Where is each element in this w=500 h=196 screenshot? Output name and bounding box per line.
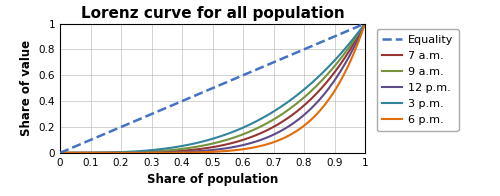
- 12 p.m.: [307, 108, 313, 111]
- 12 p.m.: [204, 149, 210, 152]
- 9 a.m.: [222, 139, 228, 142]
- 6 p.m.: [57, 152, 63, 154]
- 6 p.m.: [238, 148, 244, 151]
- 7 a.m.: [57, 152, 63, 154]
- Line: 3 p.m.: 3 p.m.: [60, 24, 365, 153]
- 9 a.m.: [307, 91, 313, 93]
- Line: 9 a.m.: 9 a.m.: [60, 24, 365, 153]
- 6 p.m.: [202, 151, 208, 153]
- 9 a.m.: [57, 152, 63, 154]
- 12 p.m.: [57, 152, 63, 154]
- 7 a.m.: [238, 139, 244, 142]
- 9 a.m.: [202, 144, 208, 146]
- Equality: [57, 152, 63, 154]
- 3 p.m.: [222, 134, 228, 136]
- 7 a.m.: [307, 99, 313, 101]
- 7 a.m.: [222, 143, 228, 146]
- X-axis label: Share of population: Share of population: [147, 173, 278, 186]
- Line: Equality: Equality: [60, 24, 365, 153]
- Title: Lorenz curve for all population: Lorenz curve for all population: [80, 6, 344, 21]
- 3 p.m.: [57, 152, 63, 154]
- Equality: [202, 90, 208, 93]
- 3 p.m.: [362, 22, 368, 25]
- Equality: [362, 22, 368, 25]
- 7 a.m.: [202, 147, 208, 150]
- 3 p.m.: [202, 140, 208, 142]
- 3 p.m.: [204, 139, 210, 142]
- 6 p.m.: [354, 43, 360, 45]
- 9 a.m.: [238, 134, 244, 136]
- Equality: [204, 90, 210, 92]
- 6 p.m.: [362, 22, 368, 25]
- Line: 7 a.m.: 7 a.m.: [60, 24, 365, 153]
- Legend: Equality, 7 a.m., 9 a.m., 12 p.m., 3 p.m., 6 p.m.: Equality, 7 a.m., 9 a.m., 12 p.m., 3 p.m…: [376, 29, 458, 131]
- Equality: [354, 25, 360, 28]
- 12 p.m.: [202, 150, 208, 152]
- 7 a.m.: [204, 147, 210, 149]
- 6 p.m.: [204, 151, 210, 153]
- Equality: [222, 82, 228, 84]
- 12 p.m.: [222, 147, 228, 150]
- 12 p.m.: [238, 144, 244, 147]
- 9 a.m.: [362, 22, 368, 25]
- 3 p.m.: [307, 83, 313, 86]
- 9 a.m.: [204, 144, 210, 146]
- Y-axis label: Share of value: Share of value: [20, 40, 33, 136]
- 12 p.m.: [362, 22, 368, 25]
- Line: 6 p.m.: 6 p.m.: [60, 24, 365, 153]
- 12 p.m.: [354, 39, 360, 41]
- 6 p.m.: [222, 150, 228, 152]
- 6 p.m.: [307, 120, 313, 122]
- 3 p.m.: [238, 127, 244, 130]
- 7 a.m.: [354, 36, 360, 38]
- Equality: [307, 46, 313, 48]
- Line: 12 p.m.: 12 p.m.: [60, 24, 365, 153]
- Equality: [238, 75, 244, 77]
- 7 a.m.: [362, 22, 368, 25]
- 9 a.m.: [354, 34, 360, 36]
- 3 p.m.: [354, 32, 360, 34]
